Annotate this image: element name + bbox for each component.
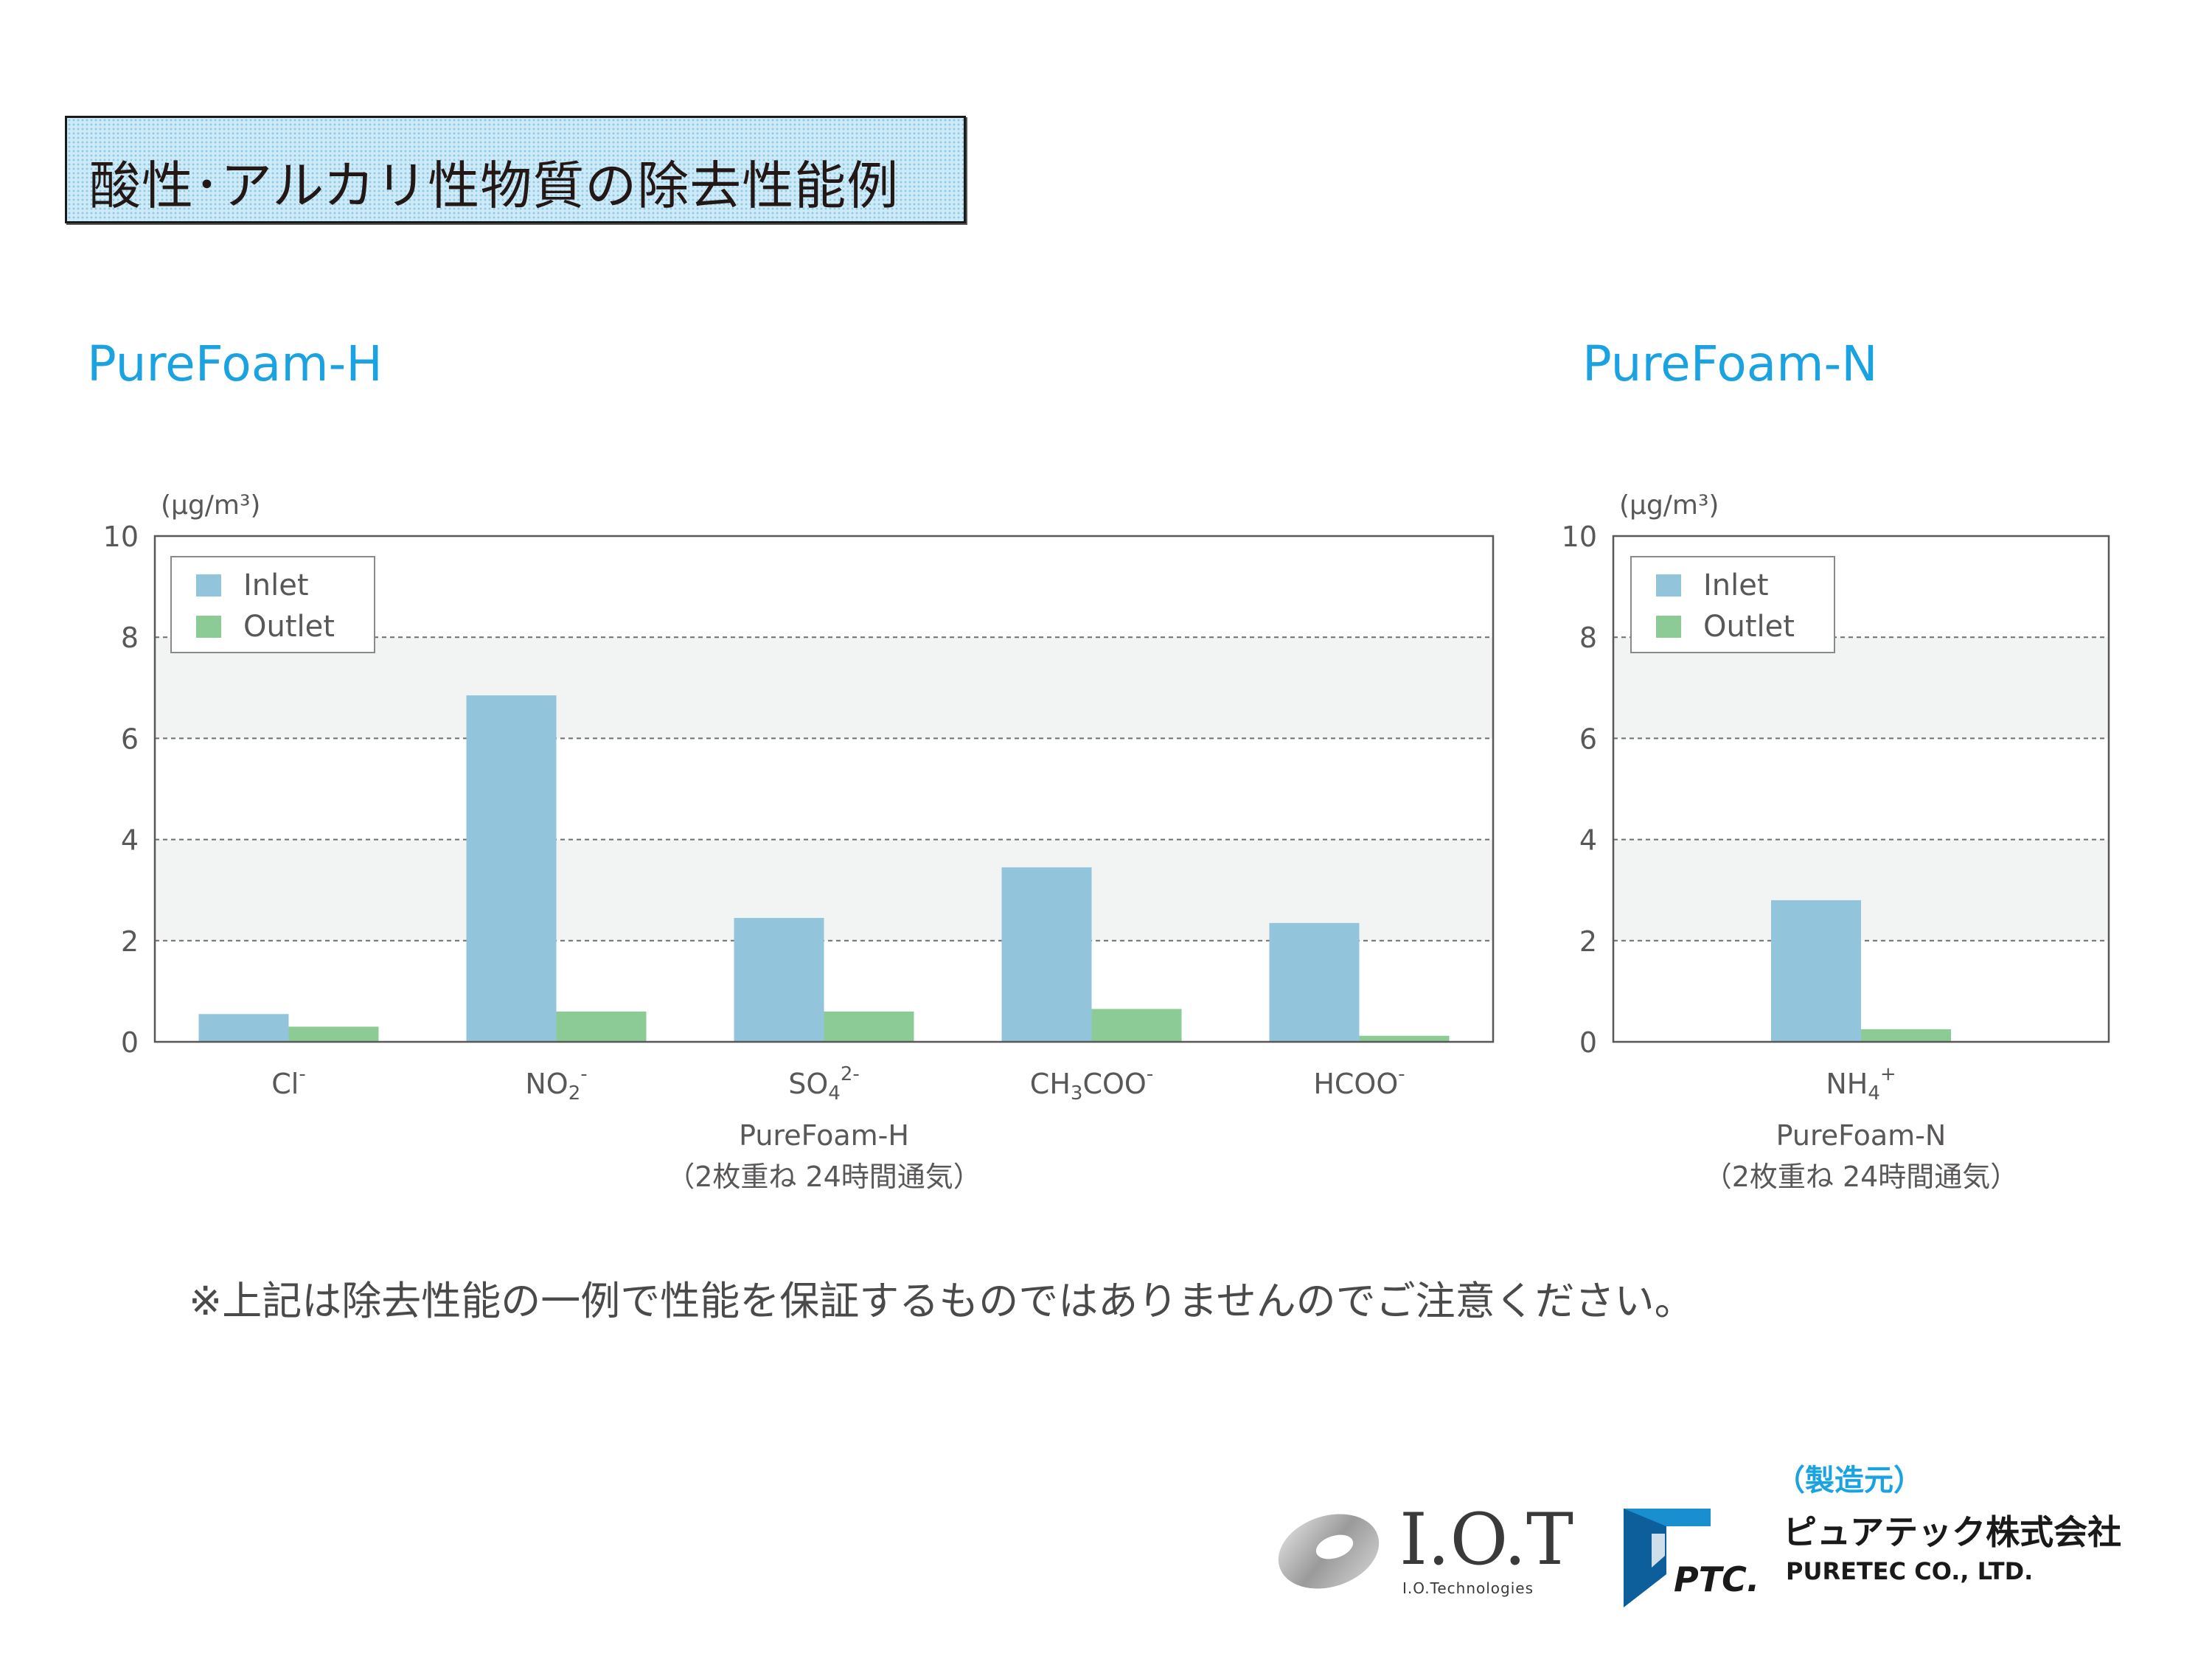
- legend-swatch-inlet: [1656, 574, 1681, 597]
- ptc-logo: PTC.: [1622, 1504, 1770, 1607]
- y-tick-label: 4: [121, 824, 139, 857]
- legend-box: [1630, 556, 1835, 653]
- legend-label-outlet: Outlet: [1703, 610, 1795, 644]
- y-tick-label: 8: [121, 622, 139, 654]
- heading-box: 酸性･アルカリ性物質の除去性能例: [65, 116, 966, 223]
- legend-swatch-outlet: [196, 616, 221, 638]
- plot-frame: [1612, 535, 2110, 1043]
- y-tick-label: 6: [1579, 723, 1597, 755]
- y-tick-label: 0: [1579, 1026, 1597, 1059]
- puretec-name-jp: ピュアテック株式会社: [1783, 1512, 2122, 1552]
- x-tick-label: SO42-: [788, 1063, 860, 1105]
- x-axis-label: PureFoam-H: [739, 1119, 909, 1152]
- x-tick-label: NH4+: [1826, 1063, 1896, 1105]
- bar-outlet: [288, 1026, 379, 1042]
- iot-ring-icon: [1278, 1514, 1380, 1589]
- y-unit-label: (μg/m³): [161, 490, 260, 521]
- x-axis-sublabel: （2枚重ね 24時間通気）: [1704, 1161, 2019, 1193]
- y-tick-label: 8: [1579, 622, 1597, 654]
- bar-inlet: [734, 917, 824, 1042]
- ptc-logo-text: PTC.: [1674, 1559, 1760, 1599]
- y-tick-label: 10: [1562, 521, 1597, 553]
- x-axis-label: PureFoam-N: [1776, 1119, 1947, 1152]
- grid-band: [155, 637, 1493, 739]
- legend-label-outlet: Outlet: [243, 610, 335, 644]
- iot-logo-text: I.O.T: [1399, 1498, 1574, 1581]
- section-title-h: PureFoam-H: [87, 335, 383, 392]
- bar-outlet: [1091, 1009, 1182, 1042]
- puretec-name-en: PURETEC CO., LTD.: [1786, 1557, 2034, 1585]
- bar-inlet: [1269, 922, 1360, 1042]
- bar-inlet: [1771, 900, 1861, 1042]
- y-tick-label: 4: [1579, 824, 1597, 857]
- ptc-mark-icon: [1624, 1509, 1711, 1607]
- bar-inlet: [1001, 867, 1092, 1042]
- legend-label-inlet: Inlet: [1703, 568, 1769, 602]
- x-tick-label: NO2-: [525, 1063, 587, 1105]
- y-tick-label: 2: [121, 925, 139, 958]
- bar-outlet: [824, 1011, 914, 1042]
- disclaimer-note: ※上記は除去性能の一例で性能を保証するものではありませんのでご注意ください。: [189, 1278, 1694, 1324]
- bar-outlet: [1861, 1029, 1951, 1042]
- grid-band: [1613, 637, 2109, 739]
- x-tick-label: HCOO-: [1313, 1063, 1405, 1100]
- section-title-n: PureFoam-N: [1582, 335, 1878, 392]
- iot-logo: I.O.T I.O.Technologies: [1276, 1497, 1585, 1607]
- legend-label-inlet: Inlet: [243, 568, 309, 602]
- x-tick-label: CH3COO-: [1030, 1063, 1153, 1105]
- x-tick-label: Cl-: [271, 1063, 305, 1100]
- y-unit-label: (μg/m³): [1619, 490, 1719, 521]
- bar-inlet: [466, 695, 557, 1042]
- bar-inlet: [198, 1014, 289, 1042]
- iot-logo-subtext: I.O.Technologies: [1402, 1579, 1534, 1597]
- x-axis-sublabel: （2枚重ね 24時間通気）: [667, 1161, 981, 1193]
- plot-frame: [153, 535, 1495, 1043]
- y-tick-label: 0: [121, 1026, 139, 1059]
- legend-swatch-outlet: [1656, 616, 1681, 638]
- bar-outlet: [1359, 1035, 1450, 1042]
- y-tick-label: 6: [121, 723, 139, 755]
- bar-outlet: [556, 1011, 647, 1042]
- maker-label: （製造元）: [1775, 1464, 1923, 1498]
- y-tick-label: 2: [1579, 925, 1597, 958]
- page-title: 酸性･アルカリ性物質の除去性能例: [89, 156, 900, 216]
- legend-swatch-inlet: [196, 574, 221, 597]
- y-tick-label: 10: [103, 521, 139, 553]
